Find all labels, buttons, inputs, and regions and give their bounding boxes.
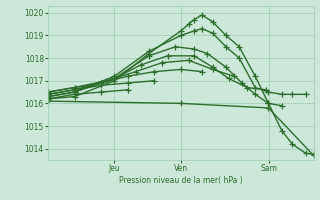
X-axis label: Pression niveau de la mer( hPa ): Pression niveau de la mer( hPa )	[119, 176, 243, 185]
